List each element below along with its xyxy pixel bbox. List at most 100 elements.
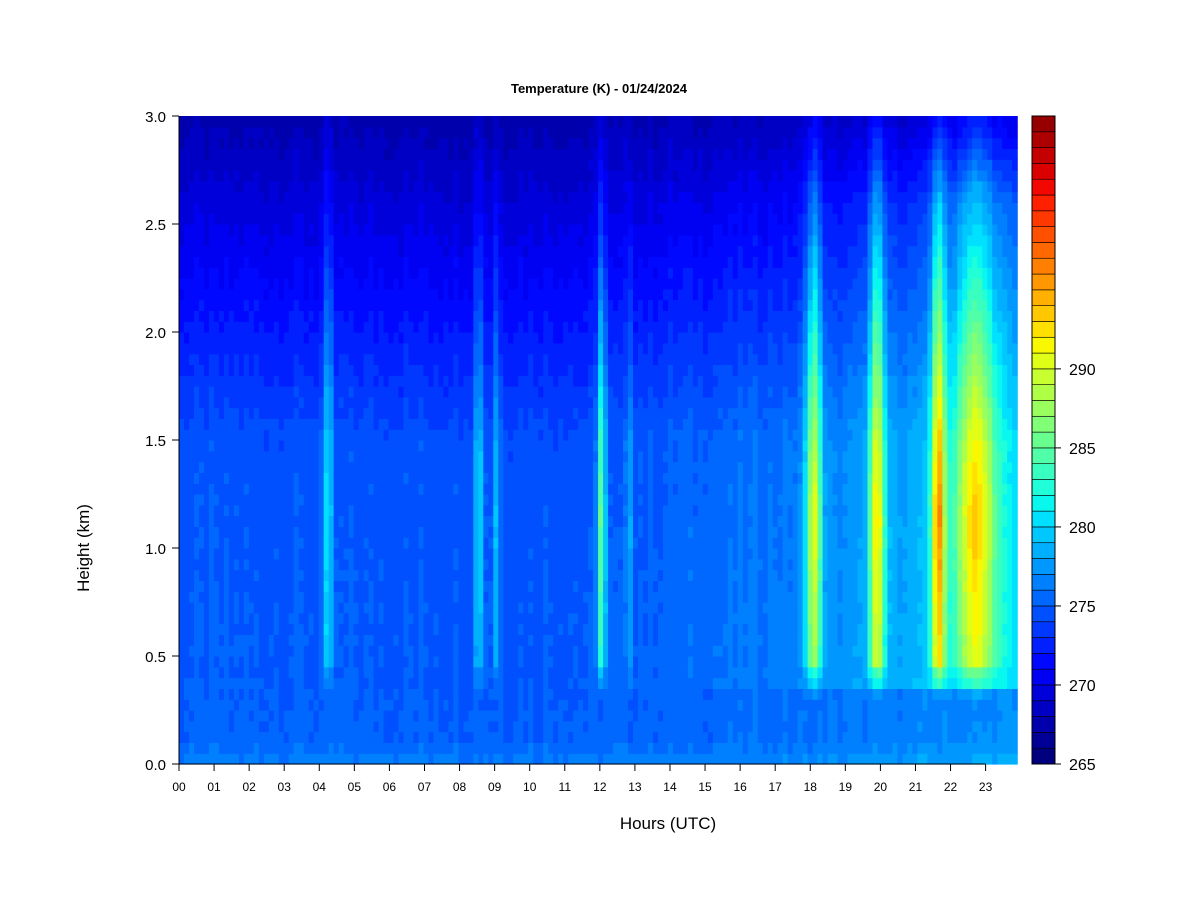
heatmap-cell (448, 645, 454, 657)
heatmap-cell (308, 623, 315, 635)
heatmap-cell (258, 126, 265, 139)
heatmap-cell (563, 472, 569, 484)
heatmap-cell (293, 548, 300, 560)
heatmap-cell (253, 602, 260, 614)
heatmap-cell (203, 364, 210, 376)
heatmap-cell (373, 515, 380, 527)
heatmap-cell (273, 321, 280, 333)
heatmap-cell (508, 191, 514, 203)
heatmap-cell (543, 364, 549, 376)
heatmap-cell (438, 353, 445, 365)
heatmap-cell (208, 483, 215, 495)
heatmap-cell (543, 710, 549, 722)
heatmap-cell (553, 656, 559, 668)
heatmap-cell (368, 450, 375, 463)
heatmap-cell (538, 191, 544, 203)
heatmap-cell (308, 580, 315, 592)
heatmap-cell (468, 224, 474, 236)
heatmap-cell (408, 148, 415, 160)
heatmap-cell (443, 353, 450, 365)
heatmap-cell (303, 753, 310, 765)
heatmap-cell (538, 634, 544, 646)
heatmap-cell (498, 666, 504, 679)
heatmap-cell (573, 191, 579, 203)
heatmap-cell (533, 396, 539, 409)
heatmap-cell (493, 148, 499, 160)
heatmap-cell (328, 116, 335, 128)
heatmap-cell (258, 677, 265, 689)
heatmap-cell (508, 137, 514, 149)
heatmap-cell (403, 548, 410, 560)
heatmap-cell (243, 332, 250, 344)
heatmap-cell (243, 159, 250, 171)
heatmap-cell (473, 623, 479, 635)
heatmap-cell (553, 126, 559, 139)
heatmap-cell (573, 731, 579, 743)
heatmap-cell (538, 656, 544, 668)
heatmap-cell (543, 375, 549, 387)
heatmap-cell (398, 310, 405, 322)
heatmap-cell (503, 245, 509, 257)
heatmap-cell (483, 472, 489, 484)
heatmap-cell (328, 396, 335, 409)
heatmap-cell (333, 742, 340, 754)
heatmap-cell (483, 494, 489, 506)
heatmap-cell (308, 472, 315, 484)
heatmap-cell (223, 548, 230, 560)
heatmap-cell (488, 558, 494, 571)
heatmap-cell (578, 753, 584, 765)
heatmap-cell (468, 526, 474, 538)
heatmap-cell (183, 375, 190, 387)
heatmap-cell (443, 548, 450, 560)
heatmap-cell (328, 375, 335, 387)
heatmap-cell (213, 634, 220, 646)
heatmap-cell (558, 461, 564, 473)
heatmap-cell (578, 267, 584, 279)
heatmap-cell (373, 450, 380, 463)
heatmap-cell (503, 742, 509, 754)
heatmap-cell (413, 224, 420, 236)
heatmap-cell (378, 461, 385, 473)
heatmap-cell (253, 753, 260, 765)
heatmap-cell (583, 753, 589, 765)
heatmap-cell (193, 569, 200, 581)
heatmap-cell (293, 526, 300, 538)
heatmap-cell (353, 548, 360, 560)
heatmap-cell (518, 537, 524, 549)
heatmap-cell (363, 450, 370, 463)
heatmap-cell (458, 742, 464, 754)
heatmap-cell (353, 137, 360, 149)
heatmap-cell (398, 245, 405, 257)
heatmap-cell (403, 677, 410, 689)
heatmap-cell (338, 364, 345, 376)
heatmap-cell (383, 116, 390, 128)
heatmap-cell (193, 342, 200, 355)
heatmap-cell (488, 450, 494, 463)
heatmap-cell (368, 710, 375, 722)
heatmap-cell (448, 353, 454, 365)
heatmap-cell (513, 504, 519, 517)
heatmap-cell (388, 148, 395, 160)
heatmap-cell (533, 710, 539, 722)
heatmap-cell (223, 375, 230, 387)
heatmap-cell (378, 591, 385, 603)
heatmap-cell (198, 440, 205, 452)
heatmap-cell (373, 602, 380, 614)
heatmap-cell (213, 548, 220, 560)
heatmap-cell (493, 461, 499, 473)
heatmap-cell (308, 170, 315, 182)
heatmap-cell (543, 742, 549, 754)
heatmap-cell (343, 645, 350, 657)
heatmap-cell (328, 494, 335, 506)
heatmap-cell (453, 526, 459, 538)
heatmap-cell (533, 418, 539, 430)
heatmap-cell (288, 321, 295, 333)
heatmap-cell (538, 353, 544, 365)
heatmap-cell (323, 267, 330, 279)
heatmap-cell (263, 494, 270, 506)
heatmap-cell (368, 699, 375, 711)
heatmap-cell (363, 472, 370, 484)
heatmap-cell (498, 321, 504, 333)
heatmap-cell (208, 450, 215, 463)
heatmap-cell (423, 710, 430, 722)
